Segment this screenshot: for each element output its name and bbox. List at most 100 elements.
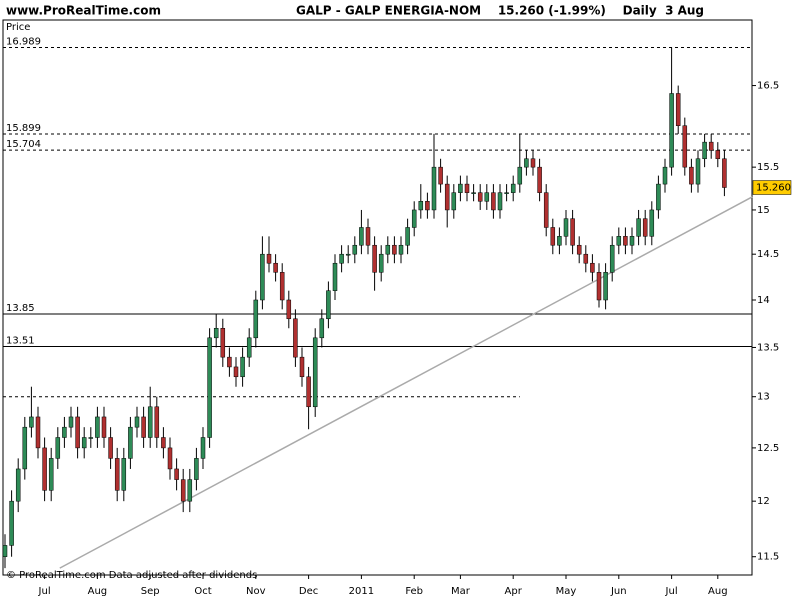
x-tick-label: Aug bbox=[708, 586, 728, 597]
candle-body bbox=[15, 468, 21, 502]
candle-body bbox=[108, 437, 113, 459]
x-tick-label: Sep bbox=[141, 586, 160, 597]
candle-body bbox=[623, 236, 628, 246]
candle-body bbox=[484, 192, 490, 202]
candle-body bbox=[649, 209, 655, 237]
candle-body bbox=[200, 437, 206, 459]
candle-body bbox=[95, 416, 100, 438]
y-tick-label: 14.5 bbox=[757, 249, 779, 260]
candle-body bbox=[42, 447, 47, 491]
candle-body bbox=[616, 236, 622, 246]
candle-body bbox=[590, 262, 595, 273]
x-tick-label: Dec bbox=[299, 586, 318, 597]
candle-body bbox=[253, 299, 259, 339]
y-tick-label: 13.5 bbox=[757, 342, 779, 353]
candle-body bbox=[213, 328, 219, 339]
site-name: www.ProRealTime.com bbox=[6, 4, 161, 18]
candle-body bbox=[458, 183, 463, 193]
candle-body bbox=[48, 458, 54, 491]
candle-body bbox=[240, 356, 245, 378]
candle-body bbox=[306, 376, 311, 408]
candle-body bbox=[128, 426, 133, 459]
candle-body bbox=[319, 318, 325, 339]
candle-body bbox=[339, 253, 344, 264]
candle-body bbox=[425, 201, 430, 211]
candle-body bbox=[444, 183, 450, 211]
level-label: 13.85 bbox=[6, 303, 35, 314]
candle-body bbox=[603, 272, 608, 301]
candle-body bbox=[9, 500, 14, 546]
candle-body bbox=[477, 192, 483, 202]
candle-body bbox=[372, 244, 377, 273]
candle-body bbox=[385, 244, 391, 255]
candle-body bbox=[504, 192, 509, 194]
candle-body bbox=[715, 150, 721, 160]
candle-body bbox=[312, 337, 318, 408]
candle-body bbox=[266, 253, 272, 264]
y-tick-label: 14 bbox=[757, 295, 770, 306]
candle-body bbox=[220, 328, 226, 358]
candle-body bbox=[411, 209, 417, 228]
x-tick-label: Apr bbox=[505, 586, 523, 597]
candle-body bbox=[491, 192, 496, 211]
candle-body bbox=[233, 366, 239, 378]
candle-body bbox=[702, 141, 707, 160]
candle-body bbox=[431, 166, 437, 211]
x-tick-label: Feb bbox=[405, 586, 423, 597]
candle-body bbox=[550, 227, 556, 246]
candle-body bbox=[22, 426, 28, 470]
candle-body bbox=[629, 236, 635, 246]
candle-body bbox=[497, 192, 503, 211]
last-price-label: 15.260 bbox=[756, 183, 791, 194]
candle-body bbox=[563, 218, 569, 237]
candle-body bbox=[55, 437, 61, 459]
candle-body bbox=[260, 253, 265, 301]
candle-body bbox=[524, 158, 529, 168]
candle-body bbox=[147, 406, 153, 438]
candle-body bbox=[656, 183, 661, 211]
candle-body bbox=[29, 416, 34, 428]
y-tick-label: 16.5 bbox=[757, 81, 779, 92]
candle-body bbox=[609, 244, 615, 273]
candle-body bbox=[576, 244, 582, 255]
y-tick-label: 15 bbox=[757, 205, 770, 216]
candle-body bbox=[114, 458, 120, 491]
candle-body bbox=[194, 458, 199, 480]
candle-body bbox=[530, 158, 536, 168]
footer: © ProRealTime.com Data adjusted after di… bbox=[6, 570, 257, 581]
x-tick-label: Mar bbox=[451, 586, 471, 597]
candle-body bbox=[207, 337, 212, 438]
candle-body bbox=[246, 337, 252, 358]
candle-body bbox=[682, 125, 688, 168]
candle-body bbox=[326, 290, 331, 320]
candle-body bbox=[35, 416, 41, 449]
candle-body bbox=[279, 272, 285, 301]
candle-body bbox=[438, 166, 443, 185]
last-price-box bbox=[752, 180, 792, 195]
candle-body bbox=[636, 218, 641, 237]
candle-body bbox=[293, 318, 298, 358]
candle-body bbox=[418, 201, 424, 211]
y-tick-label: 12 bbox=[757, 496, 770, 507]
candle-body bbox=[352, 244, 358, 255]
candle-body bbox=[121, 458, 127, 491]
trend-line bbox=[59, 196, 753, 569]
candle-body bbox=[154, 406, 160, 438]
candle-body bbox=[662, 166, 668, 185]
chart-title: GALP - GALP ENERGIA-NOM 15.260 (-1.99%) … bbox=[296, 4, 704, 18]
candle-body bbox=[722, 158, 727, 188]
y-tick-label: 13 bbox=[757, 392, 770, 403]
x-tick-label: Jul bbox=[38, 586, 51, 597]
plot-frame bbox=[2, 19, 753, 576]
candle-body bbox=[543, 192, 549, 228]
candle-body bbox=[2, 545, 8, 557]
candle-body bbox=[75, 416, 80, 449]
candle-body bbox=[570, 218, 575, 246]
candle-body bbox=[510, 183, 516, 193]
candle-body bbox=[101, 416, 107, 438]
candle-body bbox=[708, 141, 714, 151]
candle-body bbox=[596, 272, 602, 301]
x-tick-label: May bbox=[556, 586, 577, 597]
